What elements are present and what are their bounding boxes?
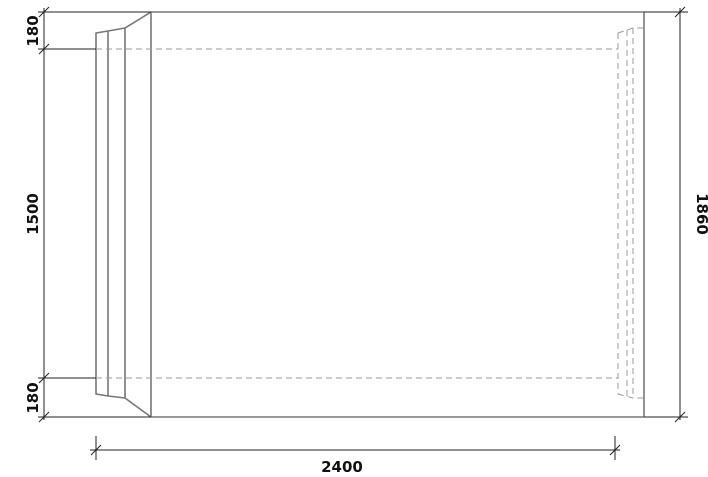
dim-length: 2400 [321, 458, 363, 476]
pipe-body [150, 11, 645, 418]
bottom-dimension [90, 436, 621, 460]
left-tick-upper [38, 43, 50, 55]
socket-top-chamfer [617, 27, 644, 34]
spigot-tip [95, 30, 109, 397]
bottom-tick-right [609, 444, 621, 456]
pipe-outline [95, 11, 645, 418]
left-tick-bottom [38, 411, 50, 423]
right-tick-bottom [674, 411, 686, 423]
socket-bottom-chamfer [617, 393, 644, 399]
dim-bottom-flange: 180 [24, 382, 42, 413]
hidden-lines [96, 27, 644, 399]
spigot-step-outer [124, 11, 152, 418]
bottom-tick-left [90, 444, 102, 456]
left-tick-top [38, 6, 50, 18]
right-dimension [644, 6, 688, 423]
dim-height: 1860 [693, 193, 708, 235]
left-dimension-chain [38, 6, 151, 423]
spigot-step-middle [107, 27, 126, 399]
dim-top-flange: 180 [24, 15, 42, 46]
dim-middle: 1500 [24, 193, 42, 235]
right-tick-top [674, 6, 686, 18]
left-tick-lower [38, 372, 50, 384]
